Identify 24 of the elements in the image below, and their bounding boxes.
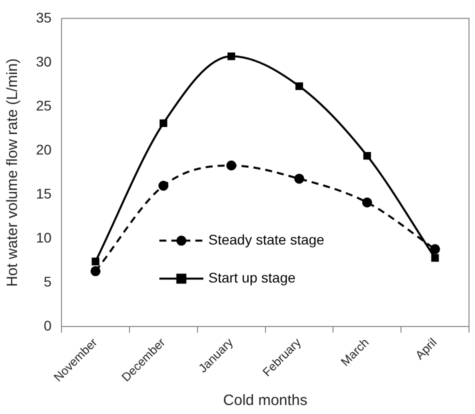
y-tick-label: 35 xyxy=(36,9,52,26)
point xyxy=(90,266,101,276)
y-tick-label: 10 xyxy=(36,229,52,246)
x-axis-title: Cold months xyxy=(223,392,308,410)
y-axis-title: Hot water volume flow rate (L/min) xyxy=(4,58,22,287)
y-tick-label: 25 xyxy=(36,97,52,114)
legend-label: Steady state stage xyxy=(208,232,325,248)
point xyxy=(158,180,168,191)
point xyxy=(92,258,100,266)
point xyxy=(294,174,304,184)
point xyxy=(431,254,439,262)
point xyxy=(362,197,372,208)
point xyxy=(430,244,440,254)
point xyxy=(295,82,304,90)
point xyxy=(363,152,371,160)
y-tick-label: 0 xyxy=(44,318,52,334)
y-tick-label: 15 xyxy=(36,185,52,202)
y-tick-label: 30 xyxy=(36,53,52,70)
point xyxy=(160,119,168,128)
y-tick-label: 20 xyxy=(36,141,52,158)
point xyxy=(226,160,236,170)
legend-label: Start up stage xyxy=(208,270,296,286)
point xyxy=(228,52,236,60)
y-tick-label: 5 xyxy=(44,273,52,290)
